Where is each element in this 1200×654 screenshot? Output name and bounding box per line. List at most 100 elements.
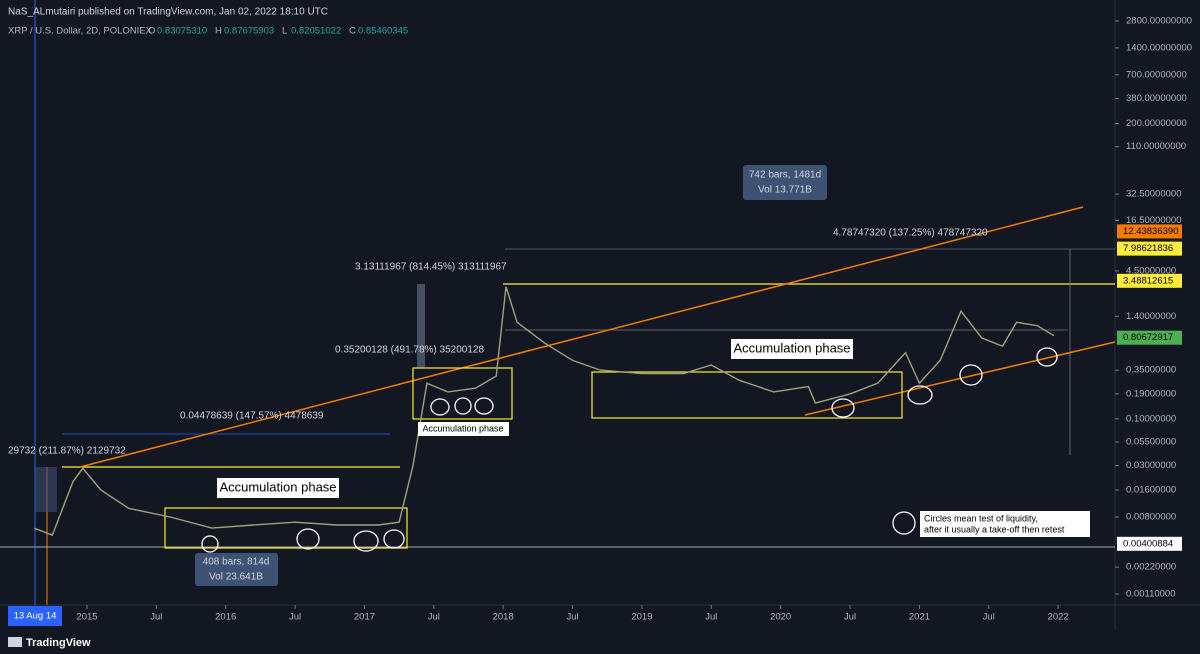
y-tick-label: 0.00220000 xyxy=(1126,562,1176,573)
ohlc-key: L xyxy=(282,26,287,37)
circle xyxy=(892,511,916,535)
x-tick-label: Jul xyxy=(983,612,995,623)
y-tick-label: 0.03000000 xyxy=(1126,460,1176,471)
y-tick-label: 0.00800000 xyxy=(1126,511,1176,522)
label-box xyxy=(731,339,853,359)
price-tag xyxy=(1117,241,1182,256)
phase-label: Accumulation phase xyxy=(733,340,850,355)
label-box xyxy=(217,478,339,498)
x-tick-label: 2022 xyxy=(1048,612,1069,623)
y-tick-label: 0.00110000 xyxy=(1126,589,1176,600)
x-tick-label: 2017 xyxy=(354,612,375,623)
brand: TradingView xyxy=(26,637,91,649)
y-tick-label: 380.00000000 xyxy=(1126,93,1187,104)
measure-label: 4.78747320 (137.25%) 478747320 xyxy=(833,228,988,239)
measure-label: 0.35200128 (491.78%) 35200128 xyxy=(335,345,484,356)
ohlc-key: H xyxy=(215,26,222,37)
ohlc-key: O xyxy=(148,26,155,37)
phase-label: Accumulation phase xyxy=(219,479,336,494)
price-tag xyxy=(1117,273,1182,288)
x-tick-label: 2016 xyxy=(215,612,236,623)
circle xyxy=(831,398,855,418)
liquidity-circles xyxy=(201,347,1058,553)
price-tag-label: 3.48812615 xyxy=(1123,275,1173,286)
x-tick-label: Jul xyxy=(150,612,162,623)
price-tag-label: 0.00400884 xyxy=(1123,538,1173,549)
ohlc: O 0.83075310 H 0.87675903 L 0.82051022 C 0.8546… xyxy=(148,26,408,37)
circle xyxy=(353,530,379,552)
range-label: 408 bars, 814d xyxy=(203,557,270,568)
y-tick-label: 0.01600000 xyxy=(1126,485,1176,496)
trend-line xyxy=(79,206,1084,468)
phase-box xyxy=(164,507,408,549)
x-tick-label: 2018 xyxy=(493,612,514,623)
y-tick-label: 1.40000000 xyxy=(1126,311,1176,322)
ohlc-value: 0.87675903 xyxy=(224,26,274,37)
label-box xyxy=(418,422,509,436)
ohlc-value: 0.83075310 xyxy=(157,26,207,37)
measure-box xyxy=(35,467,57,512)
price-tag-label: 12.43836390 xyxy=(1123,226,1178,237)
note: Circles mean test of liquidity, xyxy=(924,513,1038,523)
measure-box xyxy=(417,284,425,368)
price-tag-label: 0.80672917 xyxy=(1123,332,1173,343)
price-tag xyxy=(1117,536,1182,551)
x-tick-label: Jul xyxy=(566,612,578,623)
price-tag xyxy=(1117,224,1182,239)
circle xyxy=(454,397,472,415)
ohlc-value: 0.82051022 xyxy=(291,26,341,37)
x-tick-label: 2021 xyxy=(909,612,930,623)
note-box xyxy=(920,511,1090,537)
y-tick-label: 0.19000000 xyxy=(1126,388,1176,399)
y-tick-label: 0.35000000 xyxy=(1126,365,1176,376)
measure-label: 0.04478639 (147.57%) 4478639 xyxy=(180,411,324,422)
circle xyxy=(383,529,405,549)
price-tag-label: 7.98621836 xyxy=(1123,243,1173,254)
circle xyxy=(201,535,219,553)
publisher: NaS_ALmutairi published on TradingView.c… xyxy=(8,7,328,18)
x-tick-label: 2020 xyxy=(770,612,791,623)
range-box xyxy=(195,553,278,586)
symbol: XRP / U.S. Dollar, 2D, POLONIEX xyxy=(8,26,153,37)
range-label: Vol 13.771B xyxy=(758,185,812,196)
phase-label: Accumulation phase xyxy=(422,423,503,433)
price-tag xyxy=(1117,330,1182,345)
date-tag xyxy=(8,606,62,626)
range-box xyxy=(743,165,827,200)
y-tick-label: 4.50000000 xyxy=(1126,265,1176,276)
measure-label: 3.13111967 (814.45%) 313111967 xyxy=(355,262,507,273)
ohlc-key: C xyxy=(349,26,356,37)
date-tag-label: 13 Aug 14 xyxy=(14,611,57,622)
x-tick-label: 2015 xyxy=(76,612,97,623)
phase-box xyxy=(591,371,903,419)
x-tick-label: Jul xyxy=(289,612,301,623)
phase-box xyxy=(412,367,513,420)
circle xyxy=(296,528,320,550)
ohlc-value: 0.85460345 xyxy=(358,26,408,37)
circle xyxy=(474,397,494,415)
x-tick-label: Jul xyxy=(844,612,856,623)
range-label: 742 bars, 1481d xyxy=(749,170,821,181)
price-line xyxy=(34,286,1055,537)
y-tick-label: 0.10000000 xyxy=(1126,413,1176,424)
y-tick-label: 700.00000000 xyxy=(1126,69,1187,80)
note: after it usually a take-off then retest xyxy=(924,524,1065,534)
circle xyxy=(959,364,983,386)
y-tick-label: 2800.00000000 xyxy=(1126,15,1192,26)
y-tick-label: 0.05500000 xyxy=(1126,437,1176,448)
circle xyxy=(1036,347,1058,367)
x-tick-label: Jul xyxy=(428,612,440,623)
range-label: Vol 23.641B xyxy=(209,572,263,583)
y-tick-label: 16.50000000 xyxy=(1126,215,1181,226)
measure-label: 29732 (211.87%) 2129732 xyxy=(8,446,126,457)
logo xyxy=(8,637,22,647)
y-tick-label: 110.00000000 xyxy=(1126,141,1186,152)
circle xyxy=(430,398,450,416)
y-tick-label: 32.50000000 xyxy=(1126,189,1181,200)
y-tick-label: 1400.00000000 xyxy=(1126,42,1192,53)
x-tick-label: Jul xyxy=(705,612,717,623)
y-tick-label: 200.00000000 xyxy=(1126,118,1187,129)
plot xyxy=(34,286,1055,537)
